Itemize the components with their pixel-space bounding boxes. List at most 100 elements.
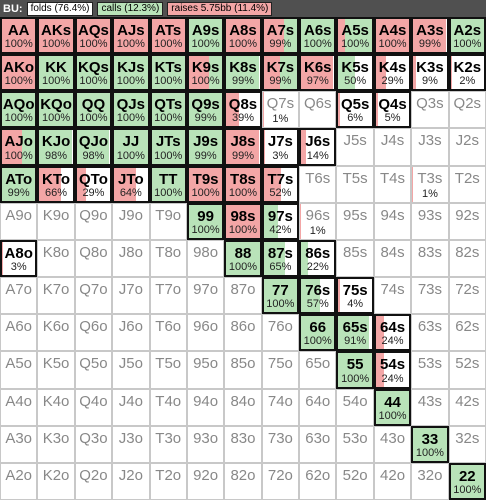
hand-label: A9o <box>5 206 33 224</box>
hand-cell: 44 100% <box>373 388 412 426</box>
frequency-label: 57% <box>306 298 329 311</box>
frequency-label: 100% <box>303 38 332 51</box>
hand-label: AJs <box>117 22 145 39</box>
hand-label: A7s <box>266 22 295 39</box>
call-fill <box>450 464 484 498</box>
hand-label: 75o <box>267 355 293 373</box>
hand-label: T4o <box>155 392 182 410</box>
hand-label: J8o <box>118 243 143 261</box>
hand-cell: TT 100% <box>149 165 187 203</box>
hand-label: T5o <box>155 355 182 373</box>
call-fill <box>114 56 148 90</box>
hand-cell: 82o <box>224 462 262 500</box>
hand-label: 22 <box>458 467 476 485</box>
hand-cell: 77 100% <box>261 277 300 315</box>
hand-label: AQo <box>2 96 35 114</box>
hand-label: 94o <box>193 392 219 410</box>
hand-cell: KTs 100% <box>149 54 187 92</box>
hand-label: J4o <box>118 392 143 410</box>
hand-label: K8o <box>42 243 70 261</box>
legend-item: folds (76.4%) <box>26 1 94 16</box>
hand-label: 92s <box>455 206 480 224</box>
hand-label: 95o <box>193 355 219 373</box>
hand-cell: A9o <box>0 202 38 240</box>
frequency-label: 98% <box>45 149 68 162</box>
hand-label: 65o <box>305 355 331 373</box>
hand-cell: K2o <box>37 462 75 500</box>
raise-fill <box>375 353 384 387</box>
hand-cell: J8o <box>112 239 150 278</box>
frequency-label: 6% <box>347 112 364 125</box>
hand-cell: 54o <box>336 388 374 426</box>
hand-label: JTo <box>118 170 144 188</box>
hand-label: K5o <box>42 355 70 373</box>
hand-cell: 42s <box>448 388 486 426</box>
call-fill <box>301 279 321 313</box>
hand-label: T7o <box>155 281 182 299</box>
hand-label: Q7s <box>266 95 295 113</box>
hand-label: KTo <box>42 170 71 188</box>
frequency-label: 100% <box>341 38 370 51</box>
frequency-label: 100% <box>116 75 145 88</box>
hand-cell: AQs 100% <box>74 17 113 55</box>
hand-label: J2o <box>118 466 143 484</box>
hand-cell: 83s <box>411 239 449 278</box>
hand-label: 97o <box>193 281 219 299</box>
hand-cell: JTo 64% <box>112 165 150 203</box>
frequency-label: 3% <box>272 149 289 162</box>
frequency-label: 66% <box>45 186 68 199</box>
hand-cell: T4o <box>149 388 187 426</box>
frequency-label: 100% <box>341 372 370 385</box>
hand-label: J7o <box>118 281 143 299</box>
hand-label: A6o <box>5 318 33 336</box>
hand-cell: 72o <box>261 462 300 500</box>
hand-cell: Q8o <box>74 239 113 278</box>
hand-cell: 63o <box>299 425 337 463</box>
hand-cell: 86s 22% <box>299 239 337 278</box>
hand-label: T2o <box>155 466 182 484</box>
hand-cell: T9o <box>149 202 187 240</box>
hand-label: 98s <box>230 207 256 225</box>
hand-label: 73s <box>417 281 442 299</box>
frequency-label: 100% <box>453 38 482 51</box>
hand-cell: AJo 100% <box>0 128 38 166</box>
call-fill <box>2 167 36 201</box>
raise-fill <box>188 167 223 201</box>
hand-cell: Q4o <box>74 388 113 426</box>
hand-label: QJo <box>78 133 109 151</box>
hand-label: AKs <box>41 22 72 39</box>
hand-label: J3o <box>118 429 143 447</box>
hand-label: 72o <box>267 466 293 484</box>
hand-label: Q9o <box>79 206 108 224</box>
hand-cell: 73s <box>411 277 449 315</box>
hand-cell: T8s 100% <box>224 165 262 203</box>
hand-cell: 55 100% <box>336 351 374 389</box>
hand-cell: 74s <box>373 277 412 315</box>
hand-cell: A5s 100% <box>336 17 374 55</box>
frequency-label: 100% <box>228 38 258 51</box>
frequency-label: 1% <box>272 113 289 126</box>
call-fill <box>226 56 260 90</box>
raise-fill <box>375 19 410 53</box>
hand-cell: 33 100% <box>411 425 449 463</box>
hand-label: 72s <box>455 281 480 299</box>
raise-fill <box>263 167 282 201</box>
call-fill <box>39 56 73 90</box>
hand-label: 62o <box>305 466 331 484</box>
hand-cell: 93o <box>186 425 225 463</box>
frequency-label: 22% <box>306 261 329 274</box>
hand-label: 44 <box>384 393 401 411</box>
call-fill <box>263 204 278 238</box>
hand-label: 52s <box>455 355 480 373</box>
call-fill <box>151 93 185 127</box>
hand-label: J9s <box>193 133 219 151</box>
raise-fill <box>76 19 111 53</box>
hand-cell: 83o <box>224 425 262 463</box>
frequency-label: 5% <box>384 112 401 125</box>
raise-fill <box>338 279 340 313</box>
hand-cell: 75o <box>261 351 300 389</box>
frequency-label: 100% <box>154 75 183 88</box>
hand-cell: A4s 100% <box>373 17 412 55</box>
hand-cell: KQs 100% <box>74 54 113 92</box>
hand-label: 62s <box>455 318 480 336</box>
